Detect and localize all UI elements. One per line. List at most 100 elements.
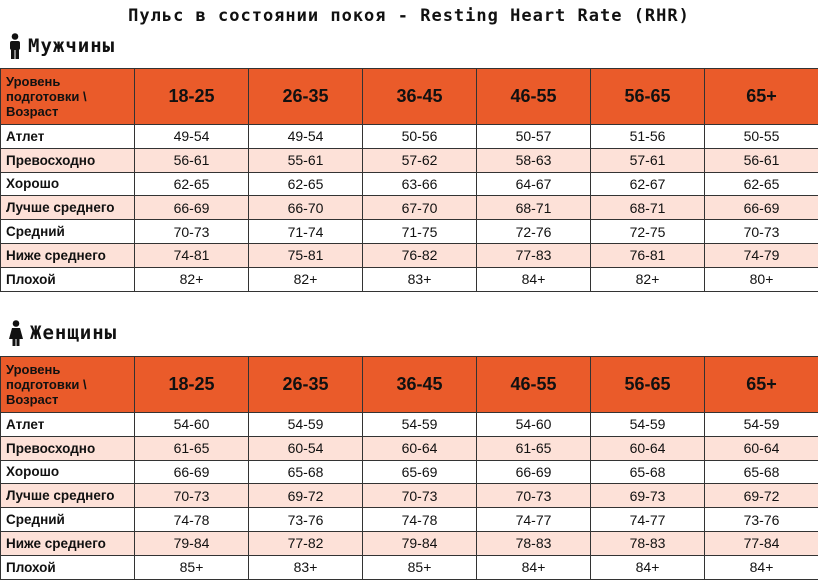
table-cell: 60-54 bbox=[248, 435, 363, 461]
table-cell: 60-64 bbox=[362, 435, 477, 461]
table-cell: 60-64 bbox=[704, 435, 818, 461]
header-cell: 36-45 bbox=[362, 356, 477, 413]
row-label: Средний bbox=[0, 219, 135, 244]
table-cell: 54-59 bbox=[248, 412, 363, 437]
table-cell: 70-73 bbox=[704, 219, 818, 244]
row-label: Превосходно bbox=[0, 435, 135, 461]
table-cell: 50-56 bbox=[362, 124, 477, 149]
table-cell: 69-72 bbox=[704, 483, 818, 509]
table-cell: 79-84 bbox=[362, 530, 477, 556]
row-label: Хорошо bbox=[0, 459, 135, 485]
row-label: Лучше среднего bbox=[0, 483, 135, 509]
table-cell: 70-73 bbox=[362, 483, 477, 509]
header-cell: 56-65 bbox=[590, 68, 705, 125]
header-cell: 46-55 bbox=[476, 68, 591, 125]
header-cell: 65+ bbox=[704, 356, 818, 413]
table-row: Ниже среднего 79-84 77-82 79-84 78-83 78-83 77… bbox=[0, 530, 818, 556]
table-cell: 55-61 bbox=[248, 147, 363, 173]
row-label: Средний bbox=[0, 507, 135, 532]
table-cell: 60-64 bbox=[590, 435, 705, 461]
row-label: Лучше среднего bbox=[0, 195, 135, 221]
table-cell: 70-73 bbox=[476, 483, 591, 509]
table-cell: 54-59 bbox=[704, 412, 818, 437]
section-title: Женщины bbox=[30, 322, 118, 344]
table-cell: 49-54 bbox=[134, 124, 249, 149]
header-cell: 18-25 bbox=[134, 68, 249, 125]
table-cell: 69-72 bbox=[248, 483, 363, 509]
header-cell: 46-55 bbox=[476, 356, 591, 413]
table-cell: 58-63 bbox=[476, 147, 591, 173]
table-cell: 77-84 bbox=[704, 530, 818, 556]
table-cell: 82+ bbox=[134, 266, 249, 292]
table-row: Средний 74-78 73-76 74-78 74-77 74-77 73-76 bbox=[0, 507, 818, 532]
table-cell: 71-74 bbox=[248, 219, 363, 244]
row-label: Ниже среднего bbox=[0, 242, 135, 268]
table-cell: 74-79 bbox=[704, 242, 818, 268]
table-cell: 62-65 bbox=[134, 171, 249, 197]
table-cell: 74-78 bbox=[134, 507, 249, 532]
table-cell: 66-69 bbox=[704, 195, 818, 221]
table-row: Плохой 82+ 82+ 83+ 84+ 82+ 80+ bbox=[0, 266, 818, 292]
table-row: Превосходно 56-61 55-61 57-62 58-63 57-61 56-6… bbox=[0, 147, 818, 173]
row-label: Хорошо bbox=[0, 171, 135, 197]
row-label: Плохой bbox=[0, 554, 135, 580]
header-row: Уровень подготовки \ Возраст 18-25 26-35 36… bbox=[0, 68, 818, 125]
table-cell: 73-76 bbox=[248, 507, 363, 532]
table-row: Атлет 49-54 49-54 50-56 50-57 51-56 50-55 bbox=[0, 124, 818, 149]
table-cell: 65-68 bbox=[248, 459, 363, 485]
table-cell: 84+ bbox=[590, 554, 705, 580]
table-cell: 68-71 bbox=[476, 195, 591, 221]
table-cell: 65-68 bbox=[704, 459, 818, 485]
table-cell: 65-68 bbox=[590, 459, 705, 485]
table-cell: 76-81 bbox=[590, 242, 705, 268]
table-cell: 66-70 bbox=[248, 195, 363, 221]
table-cell: 54-60 bbox=[476, 412, 591, 437]
section-heading: Женщины bbox=[8, 320, 117, 346]
table-cell: 80+ bbox=[704, 266, 818, 292]
row-label: Атлет bbox=[0, 412, 135, 437]
table-cell: 74-81 bbox=[134, 242, 249, 268]
section-heading: Мужчины bbox=[8, 33, 115, 59]
table-cell: 50-55 bbox=[704, 124, 818, 149]
table-cell: 54-60 bbox=[134, 412, 249, 437]
table-row: Плохой 85+ 83+ 85+ 84+ 84+ 84+ bbox=[0, 554, 818, 580]
men-table: Уровень подготовки \ Возраст 18-25 26-35 36… bbox=[0, 68, 818, 292]
table-cell: 66-69 bbox=[134, 195, 249, 221]
table-cell: 76-82 bbox=[362, 242, 477, 268]
table-cell: 69-73 bbox=[590, 483, 705, 509]
female-icon bbox=[9, 320, 23, 346]
page-title: Пульс в состоянии покоя - Resting Heart … bbox=[128, 6, 690, 26]
table-cell: 77-82 bbox=[248, 530, 363, 556]
table-cell: 67-70 bbox=[362, 195, 477, 221]
table-cell: 64-67 bbox=[476, 171, 591, 197]
table-cell: 83+ bbox=[362, 266, 477, 292]
table-cell: 66-69 bbox=[134, 459, 249, 485]
header-cell: 56-65 bbox=[590, 356, 705, 413]
table-cell: 56-61 bbox=[134, 147, 249, 173]
table-cell: 85+ bbox=[134, 554, 249, 580]
table-cell: 72-76 bbox=[476, 219, 591, 244]
table-cell: 66-69 bbox=[476, 459, 591, 485]
header-cell: Уровень подготовки \ Возраст bbox=[0, 68, 135, 125]
table-row: Средний 70-73 71-74 71-75 72-76 72-75 70-73 bbox=[0, 219, 818, 244]
table-cell: 62-67 bbox=[590, 171, 705, 197]
table-cell: 85+ bbox=[362, 554, 477, 580]
table-cell: 75-81 bbox=[248, 242, 363, 268]
row-label: Ниже среднего bbox=[0, 530, 135, 556]
table-cell: 74-78 bbox=[362, 507, 477, 532]
table-cell: 82+ bbox=[590, 266, 705, 292]
table-cell: 74-77 bbox=[476, 507, 591, 532]
male-icon bbox=[10, 33, 20, 59]
women-table: Уровень подготовки \ Возраст 18-25 26-35 36… bbox=[0, 356, 818, 580]
table-cell: 62-65 bbox=[704, 171, 818, 197]
table-row: Лучше среднего 70-73 69-72 70-73 70-73 69-73 6… bbox=[0, 483, 818, 509]
table-cell: 84+ bbox=[704, 554, 818, 580]
table-cell: 51-56 bbox=[590, 124, 705, 149]
table-cell: 83+ bbox=[248, 554, 363, 580]
table-row: Превосходно 61-65 60-54 60-64 61-65 60-64 60-6… bbox=[0, 435, 818, 461]
header-cell: 65+ bbox=[704, 68, 818, 125]
section-title: Мужчины bbox=[28, 35, 116, 57]
table-cell: 84+ bbox=[476, 554, 591, 580]
row-label: Превосходно bbox=[0, 147, 135, 173]
